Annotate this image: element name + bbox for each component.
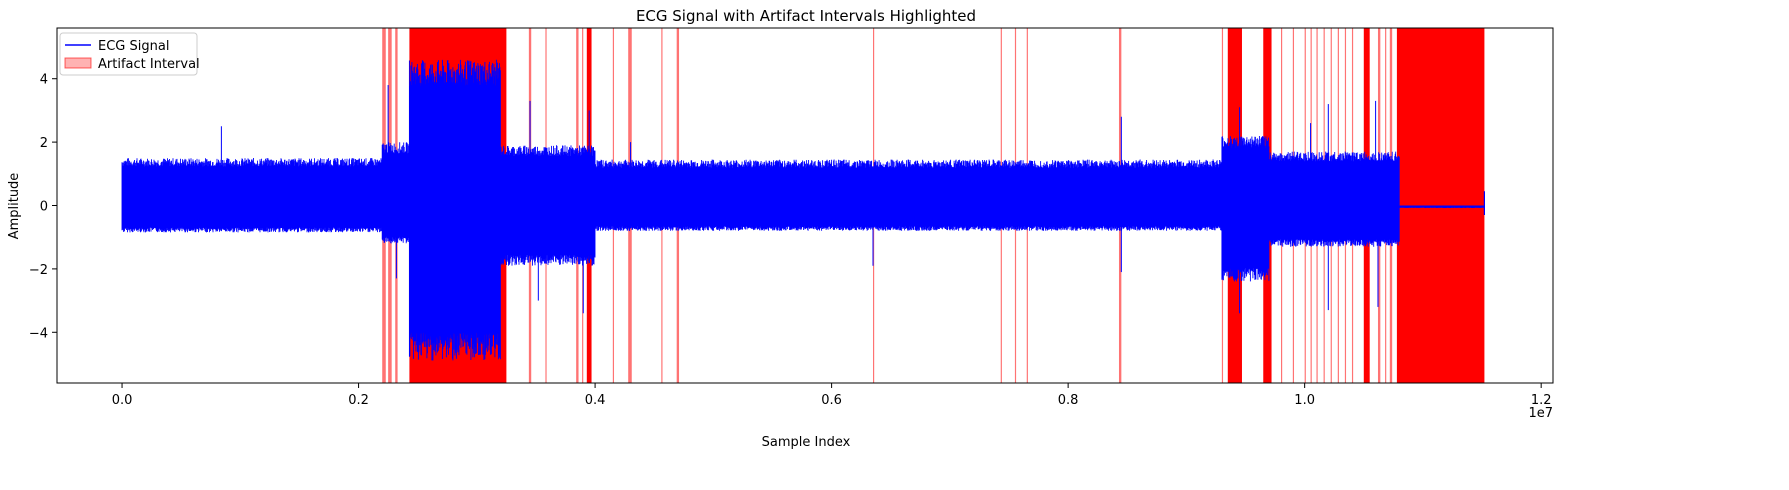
x-tick-label: 1.0 bbox=[1294, 393, 1315, 408]
ecg-signal-segment bbox=[1221, 136, 1270, 282]
ecg-signal-segment bbox=[1398, 205, 1485, 208]
ecg-signal-segment bbox=[594, 159, 1223, 231]
y-tick-label: −4 bbox=[29, 326, 48, 341]
y-axis: −4 −2 0 2 4 bbox=[29, 73, 57, 341]
y-tick-label: 2 bbox=[40, 136, 48, 151]
ecg-signal-segment bbox=[408, 59, 501, 361]
y-tick-label: 0 bbox=[40, 200, 48, 215]
x-tick-label: 0.2 bbox=[348, 393, 369, 408]
ecg-signal-segment bbox=[121, 158, 383, 233]
legend: ECG Signal Artifact Interval bbox=[59, 32, 200, 76]
y-tick-label: −2 bbox=[29, 263, 48, 278]
x-axis: 0.0 0.2 0.4 0.6 0.8 1.0 1.2 bbox=[112, 383, 1552, 408]
legend-artifact-swatch bbox=[64, 57, 92, 69]
legend-box bbox=[59, 32, 198, 76]
x-axis-offset-label: 1e7 bbox=[1528, 406, 1553, 421]
ecg-signal-segment bbox=[500, 145, 596, 266]
x-tick-label: 0.6 bbox=[821, 393, 842, 408]
x-tick-label: 0.8 bbox=[1058, 393, 1079, 408]
x-axis-label: Sample Index bbox=[762, 435, 851, 450]
ecg-signal-segment bbox=[381, 142, 410, 244]
y-axis-label: Amplitude bbox=[7, 173, 22, 240]
ecg-signal-series bbox=[121, 59, 1486, 361]
x-tick-label: 0.4 bbox=[585, 393, 606, 408]
x-tick-label: 1.2 bbox=[1531, 393, 1552, 408]
legend-ecg-label: ECG Signal bbox=[98, 39, 169, 54]
ecg-signal-segment bbox=[1268, 151, 1400, 247]
y-tick-label: 4 bbox=[40, 73, 48, 88]
x-tick-label: 0.0 bbox=[112, 393, 133, 408]
chart-title: ECG Signal with Artifact Intervals Highl… bbox=[636, 7, 976, 25]
legend-artifact-label: Artifact Interval bbox=[98, 57, 200, 72]
